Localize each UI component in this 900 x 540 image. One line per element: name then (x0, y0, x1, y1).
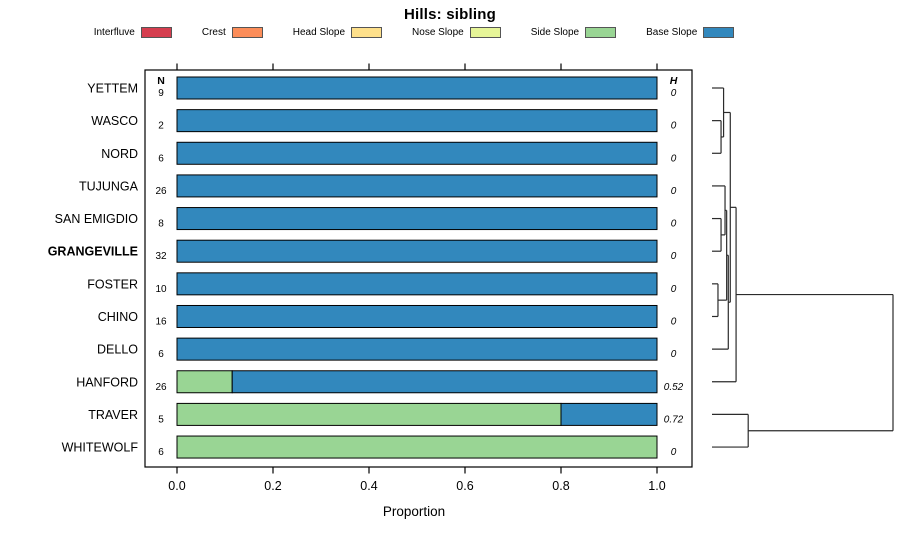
bar-row: NORD 6 0 (101, 141, 677, 165)
bar-row: GRANGEVILLE 32 0 (48, 239, 677, 263)
bar-segment (176, 370, 233, 394)
row-label: WHITEWOLF (62, 441, 139, 455)
bar-segment (176, 337, 658, 361)
row-n-value: 26 (155, 382, 167, 393)
legend-label: Base Slope (646, 27, 698, 38)
legend-item: Base Slope (646, 27, 735, 38)
legend-item: Head Slope (292, 27, 383, 38)
legend-item: Side Slope (530, 27, 617, 38)
x-tick-label: 0.2 (264, 479, 281, 493)
bar-row: TUJUNGA 26 0 (79, 174, 677, 198)
row-n-value: 6 (158, 447, 164, 458)
bar-row: WHITEWOLF 6 0 (62, 435, 677, 459)
row-n-value: 6 (158, 349, 164, 360)
row-n-value: 8 (158, 219, 164, 230)
row-n-value: 5 (158, 414, 164, 425)
bar-segment (176, 435, 658, 459)
legend-item: Nose Slope (412, 27, 501, 38)
legend-swatch (351, 27, 383, 38)
row-h-value: 0 (671, 316, 677, 327)
row-h-value: 0 (671, 251, 677, 262)
row-h-value: 0 (671, 153, 677, 164)
legend-swatch (140, 27, 172, 38)
bar-segment (560, 402, 658, 426)
bar-segment (176, 239, 658, 263)
row-n-value: 6 (158, 153, 164, 164)
bar-row: FOSTER 10 0 (87, 272, 677, 296)
bar-segment (176, 109, 658, 133)
row-n-value: 16 (155, 316, 167, 327)
row-label: TUJUNGA (79, 179, 139, 193)
row-n-value: 26 (155, 186, 167, 197)
legend: Interfluve Crest Head Slope Nose Slope Side … (0, 27, 828, 38)
bar-row: CHINO 16 0 (98, 304, 677, 328)
bar-segment (176, 402, 562, 426)
row-n-value: 9 (158, 88, 164, 99)
legend-label: Side Slope (530, 27, 580, 38)
bar-segment (176, 272, 658, 296)
x-axis: 0.0 0.2 0.4 0.6 0.8 1.0 Proportion (168, 63, 666, 519)
bar-segment (231, 370, 658, 394)
bar-row: SAN EMIGDIO 8 0 (55, 207, 677, 231)
row-h-value: 0 (671, 121, 677, 132)
x-tick-label: 0.8 (552, 479, 569, 493)
bar-row: WASCO 2 0 (91, 109, 677, 133)
x-tick-label: 0.0 (168, 479, 185, 493)
x-tick-label: 0.4 (360, 479, 377, 493)
legend-label: Interfluve (93, 27, 135, 38)
row-label: FOSTER (87, 277, 138, 291)
row-label: TRAVER (88, 408, 138, 422)
row-n-value: 32 (155, 251, 167, 262)
row-label: CHINO (98, 310, 139, 324)
row-label: WASCO (91, 114, 138, 128)
row-h-value: 0 (671, 447, 677, 458)
dendrogram (712, 87, 894, 448)
chart-title: Hills: sibling (404, 6, 496, 23)
legend-label: Head Slope (292, 27, 346, 38)
legend-swatch (585, 27, 617, 38)
row-h-value: 0 (671, 349, 677, 360)
x-axis-title: Proportion (383, 504, 445, 519)
legend-swatch (469, 27, 501, 38)
row-n-value: 2 (158, 121, 164, 132)
row-h-value: 0 (671, 219, 677, 230)
legend-swatch (231, 27, 263, 38)
legend-swatch (703, 27, 735, 38)
bar-segment (176, 304, 658, 328)
bar-segment (176, 207, 658, 231)
row-n-value: 10 (155, 284, 167, 295)
row-h-value: 0 (671, 88, 677, 99)
row-h-value: 0.52 (664, 382, 684, 393)
bar-segment (176, 141, 658, 165)
row-label: DELLO (97, 343, 138, 357)
n-column-header: N (157, 75, 165, 87)
legend-item: Interfluve (94, 27, 172, 38)
row-label: SAN EMIGDIO (55, 212, 139, 226)
bar-segment (176, 76, 658, 100)
bar-row: DELLO 6 0 (97, 337, 677, 361)
row-label: GRANGEVILLE (48, 245, 138, 259)
bar-row: YETTEM 9 0 (87, 76, 677, 100)
bar-segment (176, 174, 658, 198)
row-h-value: 0 (671, 284, 677, 295)
row-h-value: 0.72 (664, 414, 684, 425)
row-label: HANFORD (76, 375, 138, 389)
legend-label: Nose Slope (412, 27, 464, 38)
x-tick-label: 0.6 (456, 479, 473, 493)
legend-label: Crest (201, 27, 226, 38)
x-tick-label: 1.0 (648, 479, 665, 493)
row-h-value: 0 (671, 186, 677, 197)
bar-row: HANFORD 26 0.52 (76, 370, 684, 394)
row-label: NORD (101, 147, 138, 161)
bar-row: TRAVER 5 0.72 (88, 402, 684, 426)
legend-item: Crest (202, 27, 263, 38)
row-label: YETTEM (87, 82, 138, 96)
plot-box (144, 69, 693, 468)
h-column-header: H (670, 75, 678, 87)
